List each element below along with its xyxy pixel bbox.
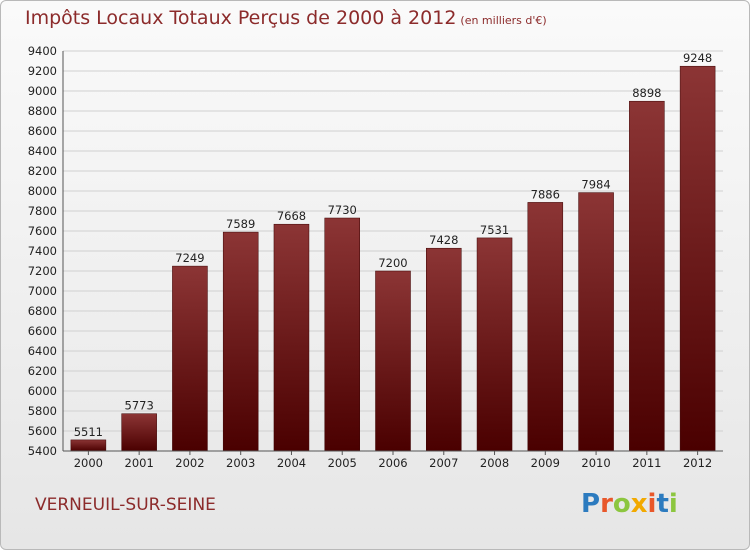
y-tick-label: 6600 xyxy=(28,324,57,338)
x-tick-label: 2006 xyxy=(378,456,407,470)
bar-2005 xyxy=(324,217,360,452)
x-tick-label: 2010 xyxy=(581,456,610,470)
chart-title-text: Impôts Locaux Totaux Perçus de 2000 à 20… xyxy=(25,7,457,29)
value-label: 7428 xyxy=(429,233,458,247)
logo-letter: i xyxy=(647,489,657,519)
value-label: 7886 xyxy=(531,187,560,201)
x-tick-label: 2001 xyxy=(125,456,154,470)
x-axis-ticks: 2000 2001 2002 2003 2004 2005 2006 2007 2008 2009… xyxy=(74,451,712,470)
value-label: 7730 xyxy=(328,203,357,217)
value-label: 9248 xyxy=(683,51,712,65)
value-labels: 5511 5773 7249 7589 7668 7730 7200 7428 7531 7886… xyxy=(74,51,713,439)
bar-2006 xyxy=(375,270,411,452)
x-tick-label: 2007 xyxy=(429,456,458,470)
y-tick-label: 7200 xyxy=(28,264,57,278)
x-tick-label: 2000 xyxy=(74,456,103,470)
y-tick-label: 8400 xyxy=(28,144,57,158)
logo-letter: x xyxy=(630,489,648,519)
x-tick-label: 2009 xyxy=(531,456,560,470)
bar-2002 xyxy=(172,265,208,452)
logo-letter: r xyxy=(600,489,613,519)
x-tick-label: 2003 xyxy=(226,456,255,470)
axes xyxy=(62,51,723,452)
bar-2012 xyxy=(679,65,716,452)
bar-2000 xyxy=(70,439,107,452)
value-label: 7531 xyxy=(480,223,509,237)
bar-2008 xyxy=(476,237,513,452)
place-name: VERNEUIL-SUR-SEINE xyxy=(35,495,216,515)
y-tick-label: 7400 xyxy=(28,244,57,258)
y-tick-label: 6800 xyxy=(28,304,57,318)
y-tick-label: 8600 xyxy=(28,124,57,138)
y-tick-label: 5800 xyxy=(28,404,57,418)
y-tick-label: 7000 xyxy=(28,284,57,298)
y-tick-label: 8800 xyxy=(28,104,57,118)
logo-letter: o xyxy=(612,489,631,519)
logo-letter: i xyxy=(668,489,678,519)
y-tick-label: 6000 xyxy=(28,384,57,398)
proxiti-logo: Proxiti xyxy=(581,489,678,519)
value-label: 5511 xyxy=(74,425,103,439)
value-label: 7249 xyxy=(175,251,204,265)
bar-2004 xyxy=(273,223,310,452)
x-tick-label: 2011 xyxy=(632,456,661,470)
value-label: 7668 xyxy=(277,209,306,223)
bar-2009 xyxy=(527,202,564,452)
y-tick-label: 5600 xyxy=(28,424,57,438)
x-tick-label: 2002 xyxy=(175,456,204,470)
y-tick-label: 8200 xyxy=(28,164,57,178)
y-axis-ticks: 5400 5600 5800 6000 6200 6400 6600 6800 7000 7200… xyxy=(28,44,57,458)
bar-2003 xyxy=(222,231,259,452)
value-label: 7200 xyxy=(378,256,407,270)
bar-2001 xyxy=(121,413,157,452)
chart-unit: (en milliers d'€) xyxy=(460,14,547,27)
value-label: 7984 xyxy=(581,178,610,192)
bar-2011 xyxy=(629,100,665,452)
x-tick-label: 2008 xyxy=(480,456,509,470)
x-tick-label: 2012 xyxy=(683,456,712,470)
y-tick-label: 5400 xyxy=(28,444,57,458)
bar-2010 xyxy=(578,192,614,452)
bar-2007 xyxy=(426,247,462,452)
y-tick-label: 6400 xyxy=(28,344,57,358)
y-tick-label: 7600 xyxy=(28,224,57,238)
y-tick-label: 9400 xyxy=(28,44,57,58)
logo-letter: P xyxy=(581,489,601,519)
y-tick-label: 9000 xyxy=(28,84,57,98)
y-tick-label: 7800 xyxy=(28,204,57,218)
x-tick-label: 2005 xyxy=(328,456,357,470)
chart-title: Impôts Locaux Totaux Perçus de 2000 à 20… xyxy=(25,7,547,29)
value-label: 8898 xyxy=(632,86,661,100)
bars xyxy=(70,65,716,452)
value-label: 7589 xyxy=(226,217,255,231)
value-label: 5773 xyxy=(125,399,154,413)
logo-letter: t xyxy=(656,489,669,519)
y-tick-label: 6200 xyxy=(28,364,57,378)
y-tick-label: 9200 xyxy=(28,64,57,78)
x-tick-label: 2004 xyxy=(277,456,306,470)
y-tick-label: 8000 xyxy=(28,184,57,198)
